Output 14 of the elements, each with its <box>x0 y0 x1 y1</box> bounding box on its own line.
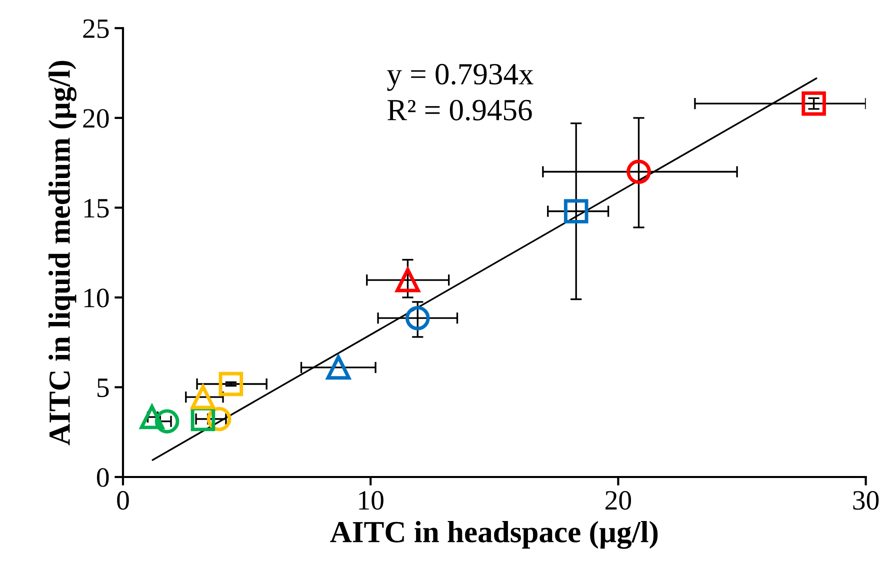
y-tick-label: 10 <box>84 288 109 308</box>
y-tick-label: 25 <box>83 19 109 38</box>
annotation: R² = 0.9456 <box>388 100 532 121</box>
annotation: y = 0.7934x <box>387 64 534 91</box>
y-tick-label: 0 <box>96 468 109 487</box>
x-axis-title: AITC in headspace (µg/l) <box>330 520 658 549</box>
x-tick-label: 10 <box>359 491 384 510</box>
y-tick-label: 15 <box>84 198 109 218</box>
y-axis-title: AITC in liquid medium (µg/l) <box>48 60 76 446</box>
x-tick-label: 30 <box>853 491 879 510</box>
x-tick-label: 0 <box>117 491 129 510</box>
y-tick-label: 5 <box>98 378 109 398</box>
x-tick-label: 20 <box>606 491 632 510</box>
y-tick-label: 20 <box>83 109 109 128</box>
